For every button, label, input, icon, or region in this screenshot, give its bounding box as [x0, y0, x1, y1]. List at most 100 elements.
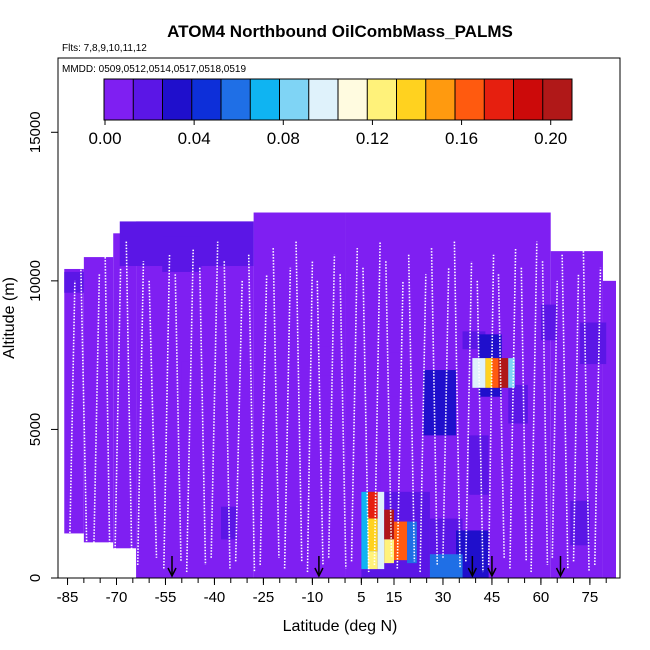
flight-track-segment: [487, 254, 495, 565]
flight-track-segment: [453, 241, 461, 569]
x-tick-label: 60: [533, 589, 550, 606]
heatmap-cell: [580, 322, 607, 365]
heatmap-cell: [367, 518, 378, 552]
colorbar-swatch: [396, 79, 427, 120]
colorbar-tick-label: 0.04: [178, 129, 211, 148]
flight-track-segment: [350, 248, 359, 562]
colorbar-swatch: [221, 79, 251, 120]
flight-track-segment: [541, 261, 549, 565]
colorbar: [103, 78, 573, 121]
flight-track-segment: [520, 267, 528, 562]
plot-frame: [57, 57, 621, 579]
x-tick-label: -85: [57, 589, 79, 606]
heatmap-cell: [394, 521, 408, 561]
y-axis: 0 5000 10000 15000: [27, 111, 58, 582]
flight-track-segment: [163, 254, 171, 569]
colorbar-swatch: [308, 79, 339, 120]
heatmap-cell: [162, 236, 202, 272]
heatmap-cell: [508, 384, 528, 424]
heatmap-cell: [384, 539, 394, 564]
colorbar-swatch: [250, 79, 280, 120]
colorbar-tick-label: 0.00: [88, 129, 121, 148]
flight-track-segment: [136, 261, 145, 565]
x-tick-label: 15: [386, 589, 403, 606]
y-axis-label: Altitude (m): [1, 277, 18, 359]
colorbar-ticks: 0.00 0.04 0.08 0.12 0.16 0.20: [88, 120, 567, 148]
flight-track-segment: [561, 254, 569, 569]
heatmap-cell: [540, 304, 558, 341]
x-tick-label: 75: [582, 589, 599, 606]
colorbar-swatch: [338, 79, 368, 120]
colorbar-tick-label: 0.12: [356, 129, 389, 148]
flight-track-segment: [442, 267, 450, 558]
profile-markers: [167, 556, 566, 578]
colorbar-swatch: [367, 79, 397, 120]
flight-track-segment: [295, 241, 303, 562]
profile-marker-head: [555, 567, 566, 578]
flight-track-segment: [125, 241, 133, 573]
flight-track-segment: [68, 280, 76, 573]
x-tick-label: -55: [155, 589, 177, 606]
colorbar-tick-label: 0.08: [267, 129, 300, 148]
heatmap-cell: [263, 465, 283, 519]
x-tick-label: -10: [302, 589, 324, 606]
colorbar-swatch: [455, 79, 485, 120]
heatmap-cell: [384, 352, 404, 397]
flight-track-segment: [509, 248, 517, 569]
colorbar-swatch: [513, 79, 544, 120]
profile-marker-head: [467, 567, 478, 578]
flight-track-segment: [114, 267, 122, 562]
flight-track-segment: [92, 274, 101, 558]
x-tick-label: -40: [204, 589, 226, 606]
colorbar-tick-label: 0.16: [445, 129, 478, 148]
x-tick-label: -70: [106, 589, 128, 606]
colorbar-swatch: [542, 79, 573, 120]
colorbar-frame: [103, 78, 573, 121]
x-tick-label: -25: [253, 589, 275, 606]
flight-track-segment: [465, 261, 473, 562]
flight-track-segment: [247, 254, 256, 573]
colorbar-swatch: [425, 79, 456, 120]
flight-track-segment: [259, 274, 268, 565]
heatmap-cell: [429, 554, 463, 578]
chart-title: ATOM4 Northbound OilCombMass_PALMS: [167, 22, 513, 41]
heatmap-cell: [469, 435, 489, 495]
flight-track-segment: [407, 254, 416, 562]
heatmap-cell: [407, 521, 417, 564]
flight-track-segment: [79, 254, 88, 565]
x-tick-label: 45: [484, 589, 501, 606]
colorbar-swatch: [104, 79, 134, 120]
profile-marker-head: [314, 567, 324, 578]
flight-track-segment: [104, 248, 111, 569]
heatmap-cells: [64, 212, 616, 578]
heatmap-cell: [508, 358, 515, 388]
y-tick-label: 10000: [27, 260, 44, 302]
flight-track-segment: [272, 248, 280, 558]
flight-track-segment: [316, 280, 324, 565]
x-axis-label: Latitude (deg N): [283, 618, 398, 635]
mmdd-note: MMDD: 0509,0512,0514,0517,0518,0519: [62, 64, 246, 75]
colorbar-swatch: [279, 79, 310, 120]
flight-track-segment: [530, 241, 538, 573]
x-axis: -85 -70 -55 -40 -25 -10 5 15 30 45 60 75: [57, 578, 607, 606]
colorbar-swatch: [133, 79, 163, 120]
x-tick-label: 5: [357, 589, 365, 606]
flight-track-segment: [327, 254, 336, 558]
flight-tracks: [68, 241, 602, 573]
profile-marker-head: [167, 567, 177, 578]
heatmap-coverage-cell: [83, 257, 114, 543]
heatmap-cell: [485, 358, 492, 388]
heatmap-coverage-cell: [64, 268, 84, 534]
heatmap-cell: [367, 491, 378, 519]
heatmap-cell: [384, 509, 394, 540]
flight-track-segment: [339, 274, 347, 569]
flights-note: Flts: 7,8,9,10,11,12: [62, 43, 147, 54]
flight-track-segment: [476, 280, 484, 573]
flight-track-segment: [283, 267, 292, 569]
heatmap-cell: [367, 551, 378, 570]
profile-marker-head: [487, 567, 497, 578]
flight-track-segment: [148, 280, 158, 558]
x-tick-label: 30: [435, 589, 452, 606]
y-tick-label: 0: [27, 574, 44, 582]
